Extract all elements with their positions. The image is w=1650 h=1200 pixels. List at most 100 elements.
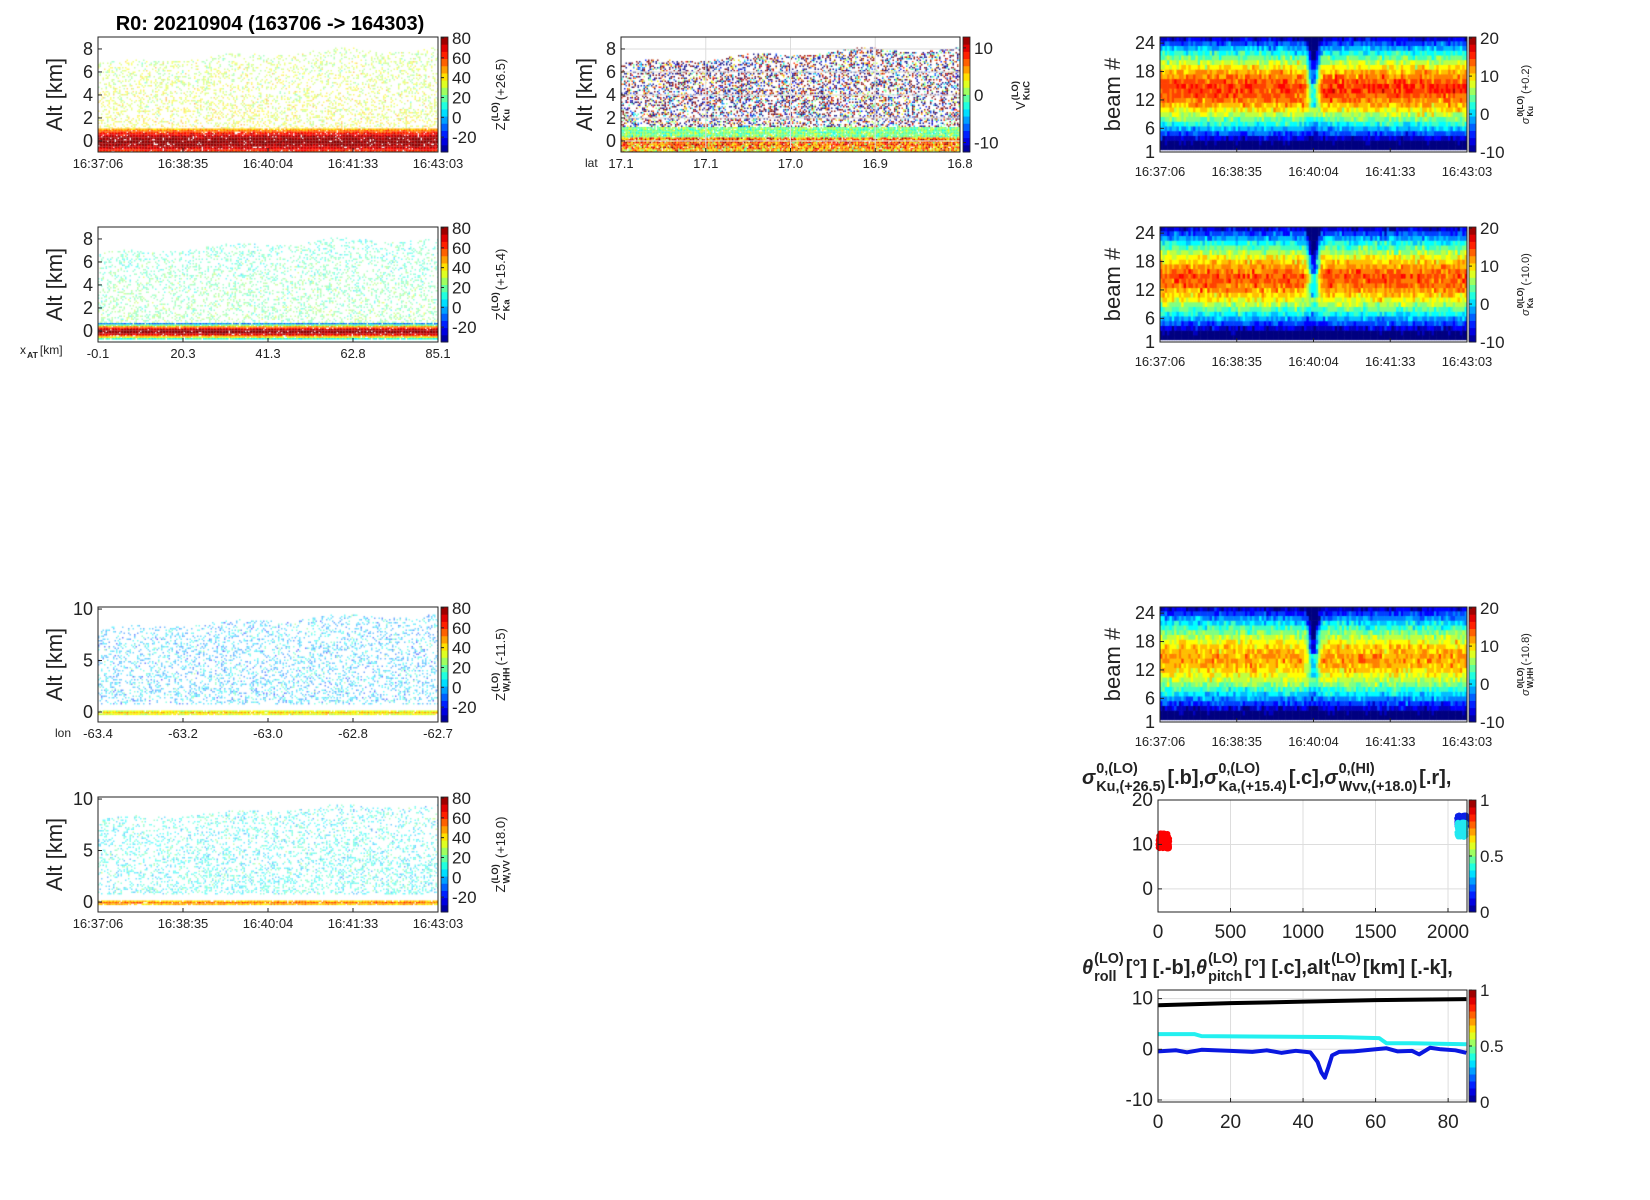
panel-sig: σ 0,(LO)Ku,(+26.5) [.b], σ 0,(LO)Ka,(+15.4… [1082,761,1477,913]
colorbar-swatch [1469,313,1476,321]
colorbar-swatch [1469,1095,1476,1103]
x-tick-label: 41.3 [255,346,280,361]
colorbar-label: V(LO) KuC [1010,81,1032,110]
colorbar-swatch [441,700,448,709]
colorbar-swatch [1469,123,1476,131]
colorbar-swatch [441,37,448,45]
colorbar [440,226,449,343]
colorbar [440,606,449,723]
x-tick-label: 16:37:06 [1135,164,1186,179]
y-tick-label: -10 [1126,1090,1153,1111]
colorbar-swatch [441,607,448,615]
series-0 [1155,830,1173,852]
y-tick-label: 6 [1145,118,1155,138]
series-2 [1454,819,1469,840]
colorbar-tick-label: 60 [452,49,471,68]
colorbar-swatch [963,137,970,146]
axes-frame [1157,989,1468,1103]
colorbar-swatch [441,101,448,110]
colorbar-swatch [441,707,448,716]
x-tick-label: 16:41:33 [1365,734,1416,749]
colorbar-tick-label: 80 [452,29,471,48]
colorbar-label: Z(LO) Ka (+15.4) [490,249,512,321]
colorbar-label: σ0(LO) Ka (-10.0) [1516,253,1535,316]
axes-frame [1159,36,1468,153]
colorbar-label: Z(LO) W,VV (+18.0) [490,817,512,893]
colorbar-swatch [441,327,448,336]
colorbar-swatch [1469,248,1476,257]
y-tick-label: 24 [1135,33,1155,53]
y-tick-label: 4 [83,275,93,295]
plot-title-part-sup: 0,(LO) [1218,761,1260,777]
colorbar-tick-label: 40 [452,639,471,658]
colorbar-tick-label: -10 [1480,333,1505,352]
colorbar-swatch [441,123,448,131]
plot-title-part-sub: nav [1331,969,1356,985]
y-tick-label: 1 [1145,142,1155,162]
panel-whh: lon Z(LO) W,HH (-11.5) [55,606,512,740]
colorbar-frame [1468,226,1477,343]
colorbar-label: σ0(LO) W,HH (-10.8) [1516,633,1535,696]
colorbar-frame [1468,606,1477,723]
x-axis-prefix-base: lat [585,156,598,170]
x-tick-label: 16:38:35 [158,916,209,931]
colorbar-swatch [1469,714,1476,723]
colorbar [1468,606,1477,723]
colorbar [440,796,449,913]
plot-title-part: σ 0,(HI) Wvv,(+18.0) [.r], [1324,761,1451,795]
colorbar-label-sub: Ka [1526,298,1535,309]
panel-bka: σ0(LO) Ka (-10.0) [1159,226,1535,343]
colorbar-swatch [1469,856,1476,864]
y-tick-label: 0 [1142,1039,1153,1060]
x-tick-label: 0 [1153,1112,1164,1133]
colorbar-swatch [1469,1081,1476,1089]
colorbar-label-base: Z [493,312,508,320]
y-tick-label: 4 [606,85,616,105]
colorbar-swatch [1469,870,1476,878]
panel-ka: x AT [km] Z(LO) Ka (+15.4) [20,226,512,360]
colorbar-swatch [441,714,448,723]
colorbar-swatch [1469,291,1476,300]
colorbar-swatch [1469,990,1476,998]
colorbar-tick-label: 80 [452,219,471,238]
colorbar-swatch [963,101,970,110]
colorbar-swatch [441,320,448,329]
y-tick-label: 0 [83,131,93,151]
colorbar-tick-label: -10 [974,134,999,153]
colorbar-swatch [963,51,970,60]
y-tick-label: 5 [83,651,93,671]
colorbar-label-tail: (-10.8) [1520,633,1532,665]
colorbar-swatch [1469,1074,1476,1082]
axes-frame [97,796,439,913]
x-tick-label: 16:37:06 [73,156,124,171]
colorbar-swatch [1469,1011,1476,1019]
series-line-alt_nav [1157,997,1467,1008]
colorbar-swatch [1469,320,1476,329]
colorbar-label: Z(LO) W,HH (-11.5) [490,628,512,701]
colorbar-swatch [441,693,448,701]
x-tick-label: 2000 [1427,922,1469,943]
colorbar-label: Z(LO) Ku (+26.5) [490,59,512,131]
colorbar-swatch [441,904,448,913]
colorbar-label-sup: (LO) [490,102,500,121]
plot-title-part: alt (LO) nav [km] [.-k], [1307,951,1453,985]
colorbar-tick-label: 0 [452,678,461,697]
colorbar-swatch [963,116,970,124]
plot-title-part-sup: (LO) [1094,951,1124,967]
colorbar-tick-label: 0 [1480,105,1489,124]
colorbar-swatch [441,890,448,899]
plot-title-part-tail: [°] [.-b], [1126,957,1196,979]
colorbar-tick-label: 1 [1480,791,1489,810]
colorbar-swatch [1469,270,1476,278]
colorbar-label-sup: 0(LO) [1516,96,1525,117]
colorbar-swatch [1469,905,1476,913]
colorbar-swatch [1469,277,1476,285]
colorbar-label: Z(LO) Ku (+26.5) [490,59,512,131]
y-tick-label: 0 [606,131,616,151]
colorbar-tick-label: 0.5 [1480,847,1504,866]
colorbar-swatch [1469,327,1476,336]
colorbar-swatch [441,130,448,139]
colorbar-label-sub: Ku [502,109,512,122]
colorbar-swatch [1469,255,1476,264]
colorbar-tick-label: 80 [452,599,471,618]
